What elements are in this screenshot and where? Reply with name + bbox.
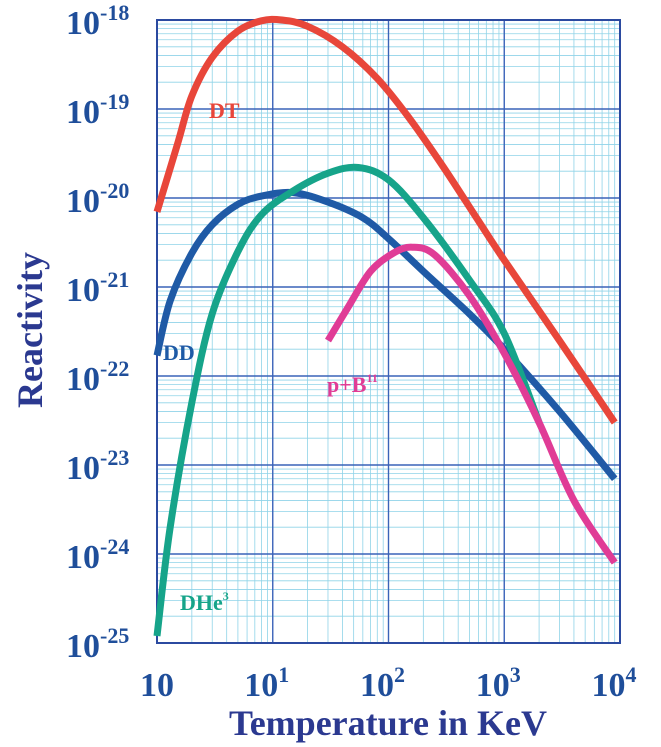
y-tick-exponent: -20 — [100, 178, 129, 203]
y-tick-label: 10-23 — [66, 445, 129, 487]
x-tick-base: 10 — [592, 667, 626, 704]
y-tick-base: 10 — [66, 183, 100, 220]
x-tick-exponent: 2 — [394, 662, 405, 687]
x-tick-label: 102 — [360, 662, 405, 704]
series-label-dd: DD — [163, 340, 195, 365]
y-tick-label: 10-22 — [66, 356, 129, 398]
series-line-dhe3 — [153, 163, 543, 637]
x-tick-label: 104 — [592, 662, 637, 704]
x-tick-label: 101 — [244, 662, 289, 704]
x-axis-title: Temperature in KeV — [229, 703, 547, 743]
series-label-dhe3: DHe3 — [180, 589, 229, 615]
y-tick-label: 10-19 — [66, 89, 129, 131]
y-tick-base: 10 — [66, 361, 100, 398]
y-tick-base: 10 — [66, 94, 100, 131]
x-tick-base: 10 — [476, 667, 510, 704]
series-label-dt: DT — [209, 98, 240, 123]
series-line-dt — [153, 15, 618, 425]
y-tick-exponent: -19 — [100, 89, 129, 114]
y-tick-label: 10-20 — [66, 178, 129, 220]
y-tick-exponent: -24 — [100, 534, 129, 559]
y-tick-label: 10-21 — [66, 267, 129, 309]
y-tick-base: 10 — [66, 272, 100, 309]
x-tick-label: 103 — [476, 662, 521, 704]
series-label-superscript: 3 — [223, 589, 229, 603]
series-line-p-b11 — [324, 243, 618, 565]
y-tick-exponent: -22 — [100, 356, 129, 381]
y-tick-exponent: -23 — [100, 445, 129, 470]
y-tick-exponent: -18 — [100, 0, 129, 25]
x-tick-base: 10 — [360, 667, 394, 704]
x-tick-exponent: 4 — [626, 662, 637, 687]
y-tick-exponent: -21 — [100, 267, 129, 292]
y-tick-exponent: -25 — [100, 623, 129, 648]
plot-frame — [156, 19, 621, 644]
y-tick-base: 10 — [66, 450, 100, 487]
y-tick-base: 10 — [66, 628, 100, 665]
y-tick-base: 10 — [66, 539, 100, 576]
y-axis-title: Reactivity — [10, 252, 50, 408]
x-tick-labels: 10 101 102 103 104 — [140, 662, 637, 704]
x-tick-base: 10 — [244, 667, 278, 704]
series-label-superscript: 11 — [366, 371, 377, 385]
y-tick-label: 10-24 — [66, 534, 129, 576]
y-tick-label: 10-25 — [66, 623, 129, 665]
series-layer — [153, 15, 618, 637]
x-tick-base: 10 — [140, 667, 174, 704]
x-tick-label: 10 — [140, 667, 174, 704]
y-tick-base: 10 — [66, 5, 100, 42]
y-tick-label: 10-18 — [66, 0, 129, 42]
x-tick-exponent: 1 — [278, 662, 289, 687]
x-tick-exponent: 3 — [510, 662, 521, 687]
